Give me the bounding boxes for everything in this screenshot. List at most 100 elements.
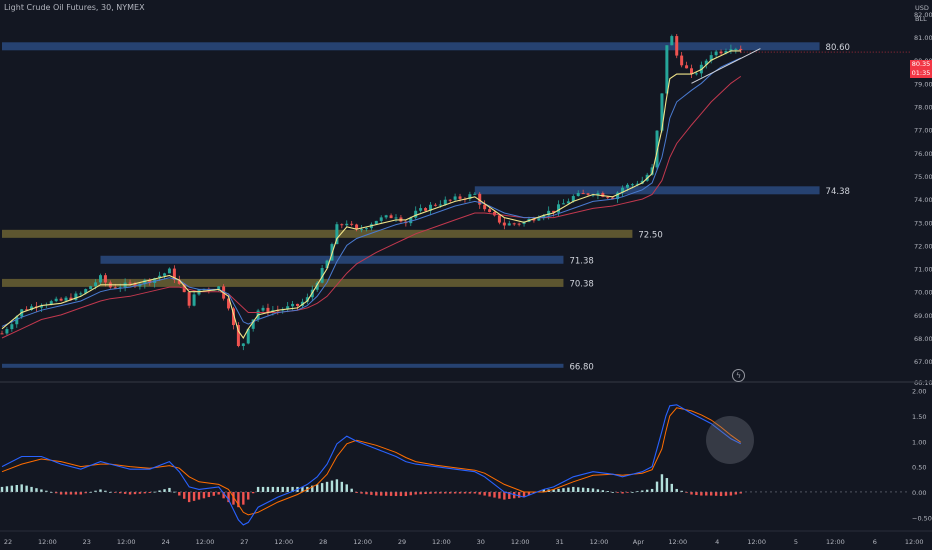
candle-body — [0, 333, 4, 335]
moving-averages — [1, 48, 761, 340]
hist-bar — [99, 489, 102, 492]
hist-bar — [45, 490, 48, 492]
hist-bar — [675, 488, 678, 492]
candle-body — [635, 183, 639, 185]
hist-bar — [158, 490, 161, 492]
candle-body — [335, 224, 339, 245]
hist-bar — [729, 491, 733, 496]
hist-bar — [261, 486, 265, 492]
candle-body — [596, 193, 600, 195]
hist-bar — [79, 491, 82, 495]
hist-bar — [399, 491, 403, 497]
hist-bar — [522, 491, 526, 498]
time-tick-7: 12:00 — [274, 538, 293, 546]
zone-5 — [2, 363, 564, 368]
zone-0 — [2, 42, 820, 51]
hist-bar — [631, 491, 634, 493]
hist-bar — [227, 491, 230, 503]
candle-body — [384, 215, 388, 218]
candle-body — [557, 204, 561, 213]
candle-body — [665, 45, 669, 94]
candle-body — [315, 282, 319, 290]
hist-bar — [266, 486, 270, 492]
hist-bar — [641, 490, 644, 492]
candle-body — [291, 303, 295, 307]
candle-body — [379, 217, 383, 221]
hist-bar — [119, 491, 122, 494]
hist-bar — [527, 491, 531, 496]
candle-body — [414, 210, 418, 218]
time-tick-10: 29 — [398, 538, 406, 546]
hist-bar — [626, 491, 629, 493]
candle-body — [512, 223, 516, 225]
hist-bar — [483, 491, 486, 496]
candle-body — [719, 51, 723, 54]
hist-bar — [384, 491, 388, 496]
candle-body — [734, 48, 738, 50]
candle-body — [296, 303, 299, 306]
ema-mid-line — [1, 57, 742, 327]
hist-bar — [163, 489, 166, 492]
price-tick-6: 76.00 — [914, 150, 932, 158]
candle-body — [473, 193, 477, 195]
candle-body — [552, 210, 556, 213]
hist-bar — [557, 488, 560, 492]
hist-bar — [562, 488, 565, 492]
hist-bar — [40, 489, 43, 492]
candle-body — [364, 228, 368, 230]
hist-bar — [212, 491, 215, 496]
time-tick-19: 12:00 — [747, 538, 766, 546]
hist-bar — [739, 491, 742, 494]
hist-bar — [50, 491, 53, 493]
hist-bar — [380, 491, 383, 496]
hist-bar — [276, 486, 279, 492]
hist-bar — [414, 491, 417, 495]
hist-bar — [114, 491, 117, 493]
candle-body — [483, 204, 487, 210]
candle-body — [5, 329, 9, 334]
hist-bar — [439, 491, 442, 494]
time-tick-18: 4 — [715, 538, 719, 546]
hist-bar — [517, 491, 521, 498]
hist-bar — [434, 491, 437, 494]
candle-body — [113, 287, 117, 289]
candle-body — [163, 273, 167, 276]
hist-bar — [473, 491, 476, 494]
candle-body — [266, 307, 270, 313]
hist-bar — [84, 491, 87, 494]
time-tick-13: 12:00 — [511, 538, 530, 546]
flash-icon[interactable]: ϟ — [732, 369, 745, 382]
candle-body — [497, 215, 501, 223]
hist-bar — [572, 486, 575, 492]
ema-fast-line — [1, 50, 741, 340]
hist-bar — [665, 478, 669, 492]
hist-bar — [104, 490, 107, 492]
candle-body — [616, 192, 620, 200]
hist-bar — [237, 491, 240, 508]
candle-body — [704, 60, 708, 65]
candle-body — [547, 210, 551, 216]
zone-label-3: 71.38 — [569, 256, 593, 266]
hist-bar — [375, 491, 378, 496]
chart-title: Light Crude Oil Futures, 30, NYMEX — [4, 3, 145, 12]
hist-bar — [54, 491, 58, 494]
hist-bar — [153, 491, 156, 493]
candle-body — [153, 278, 157, 283]
hist-bar — [394, 491, 398, 497]
hist-bar — [542, 489, 545, 492]
hist-bar — [281, 486, 284, 492]
hist-bar — [202, 491, 206, 499]
hist-bar — [636, 491, 639, 493]
time-tick-6: 27 — [240, 538, 248, 546]
price-tick-12: 70.00 — [914, 289, 932, 297]
candle-body — [325, 260, 329, 269]
macd-tick-3: 0.50 — [912, 464, 926, 472]
candle-body — [394, 217, 398, 219]
candle-body — [49, 301, 53, 305]
hist-bar — [25, 485, 28, 492]
hist-bar — [389, 491, 393, 496]
hist-bar — [133, 491, 137, 495]
candle-body — [630, 184, 634, 186]
